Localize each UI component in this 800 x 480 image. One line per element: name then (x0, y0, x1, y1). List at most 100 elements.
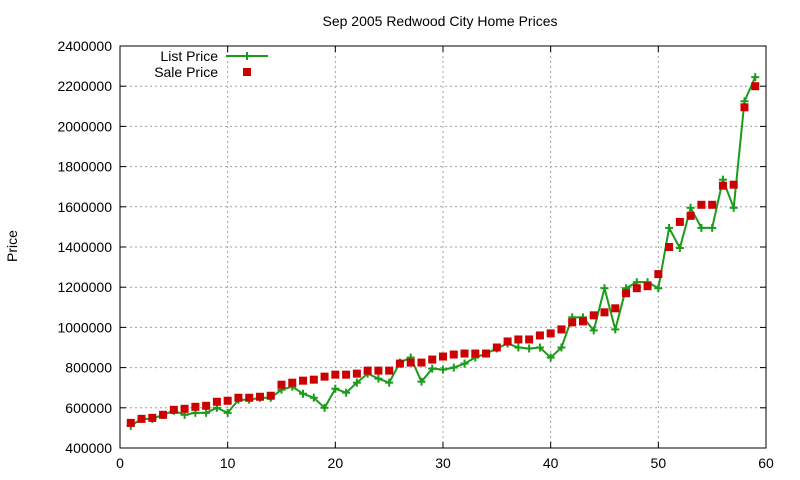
sale-price-point (255, 392, 264, 401)
x-tick-label: 50 (651, 455, 667, 471)
legend-square-swatch (243, 68, 251, 76)
sale-price-point (535, 331, 544, 340)
series (126, 73, 760, 430)
y-tick-label: 1800000 (57, 159, 112, 175)
sale-price-point (751, 82, 760, 91)
x-tick-label: 60 (758, 455, 774, 471)
sale-price-point (708, 200, 717, 209)
sale-price-point (492, 343, 501, 352)
list-price-point (374, 374, 383, 383)
list-price-point (439, 365, 447, 374)
list-price-point (342, 388, 351, 397)
sale-price-point (460, 349, 469, 358)
list-price-point (751, 73, 760, 82)
list-price-point (535, 343, 544, 352)
axes: 0 10 20 30 40 50 60 400000 600000 800000 1000000 12… (57, 38, 774, 471)
sale-price-point (299, 376, 308, 385)
sale-price-point (385, 366, 394, 375)
sale-price-point (169, 405, 178, 414)
labels: Sep 2005 Redwood City Home Prices Price (4, 13, 558, 262)
sale-price-point (277, 380, 286, 389)
sale-price-point (288, 378, 297, 387)
sale-price-point (697, 200, 706, 209)
sale-price-point (729, 180, 738, 189)
legend-label: Sale Price (154, 64, 218, 80)
sale-price-point (406, 358, 415, 367)
sale-price-point (212, 397, 221, 406)
sale-price-point (600, 308, 609, 317)
y-tick-label: 800000 (65, 360, 112, 376)
list-price-point (460, 359, 469, 368)
sale-price-point (557, 325, 566, 334)
sale-price-point (223, 396, 232, 405)
sale-price-point (665, 243, 674, 251)
sale-price-point (374, 366, 383, 375)
list-price-point (654, 284, 663, 293)
list-price-point (309, 393, 318, 402)
sale-price-point (202, 401, 211, 410)
sale-price-point (622, 289, 631, 298)
sale-price-point (546, 329, 555, 338)
list-price-point (417, 377, 426, 386)
x-tick-label: 20 (328, 455, 344, 471)
list-price-point (600, 284, 609, 293)
sale-price-point (643, 282, 652, 291)
sale-price-point (191, 402, 200, 411)
sale-price-point (126, 418, 135, 427)
list-price-point (525, 344, 534, 353)
list-price-point (514, 343, 523, 352)
sale-price-point (632, 284, 641, 293)
sale-price-point (740, 103, 749, 112)
y-tick-label: 1400000 (57, 239, 112, 255)
list-price-point (589, 326, 598, 335)
list-price-point (320, 403, 329, 412)
sale-price-point (320, 372, 329, 381)
list-price-point (611, 325, 620, 334)
sale-price-point (342, 370, 351, 379)
y-tick-label: 2200000 (57, 78, 112, 94)
sale-price-point (137, 414, 146, 423)
y-tick-label: 1600000 (57, 199, 112, 215)
sale-price-point (503, 337, 512, 346)
y-tick-label: 1200000 (57, 279, 112, 295)
sale-price-point (686, 211, 695, 220)
sale-price-point (718, 181, 727, 190)
x-tick-label: 10 (220, 455, 236, 471)
grid (120, 46, 766, 448)
list-price-point (352, 378, 361, 387)
y-axis-label: Price (4, 230, 20, 262)
sale-price-point (266, 391, 275, 400)
list-price-point (449, 363, 458, 372)
list-price-point (675, 244, 684, 253)
list-price-point (665, 223, 674, 232)
sale-price-point (471, 349, 480, 358)
y-tick-label: 400000 (65, 440, 112, 456)
sale-price-point (611, 304, 620, 313)
y-tick-label: 2000000 (57, 118, 112, 134)
sale-price-point (428, 355, 437, 364)
legend-plus-swatch (243, 52, 251, 60)
chart-title: Sep 2005 Redwood City Home Prices (322, 13, 557, 29)
sale-price-point (309, 375, 318, 384)
sale-price-point (363, 366, 372, 375)
sale-price-point (395, 359, 404, 368)
list-price-point (697, 223, 706, 232)
sale-price-point (234, 393, 243, 402)
list-price-point (331, 384, 340, 393)
y-tick-label: 1000000 (57, 319, 112, 335)
sale-price-point (449, 350, 458, 359)
sale-price-point (439, 352, 447, 361)
legend-label: List Price (160, 48, 218, 64)
list-price-point (708, 223, 717, 232)
x-tick-label: 40 (543, 455, 559, 471)
y-tick-label: 600000 (65, 400, 112, 416)
x-tick-label: 0 (116, 455, 124, 471)
list-price-point (546, 353, 555, 362)
list-price-point (729, 203, 738, 212)
sale-price-point (352, 369, 361, 378)
list-price-point (686, 203, 695, 212)
sale-price-point (675, 217, 684, 226)
sale-price-point (578, 317, 587, 326)
